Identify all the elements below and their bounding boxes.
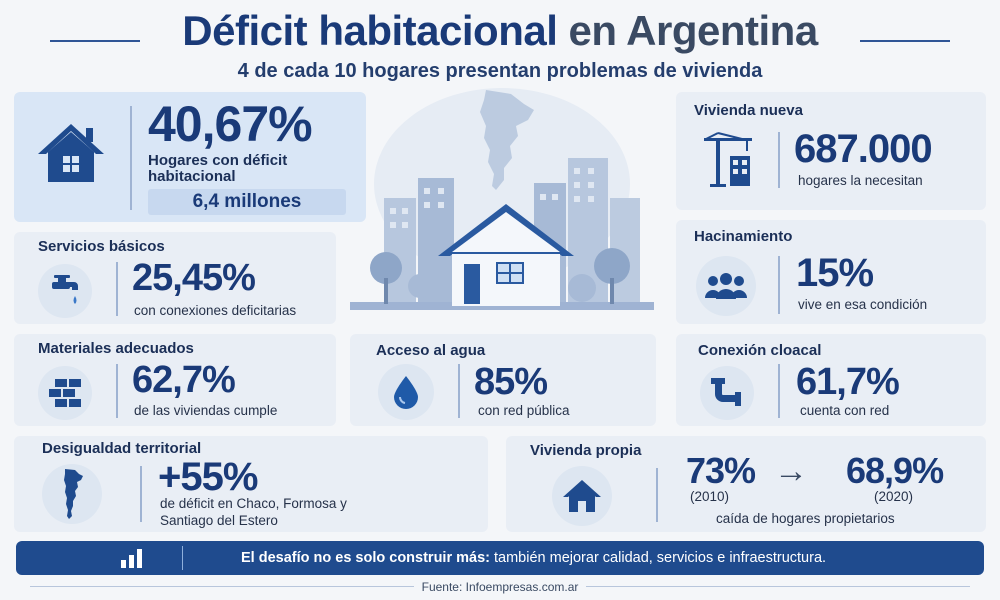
- desigualdad-desc-line1: de déficit en Chaco, Formosa y: [160, 496, 347, 511]
- divider: [458, 364, 460, 418]
- vivienda-propia-title: Vivienda propia: [530, 442, 642, 459]
- pipe-icon: [700, 366, 754, 420]
- cloacal-desc: cuenta con red: [800, 403, 890, 418]
- card-hacinamiento: Hacinamiento 15% vive en esa condición: [676, 220, 986, 324]
- vivienda-nueva-desc: hogares la necesitan: [798, 173, 923, 188]
- propia-year-from: (2010): [690, 489, 730, 504]
- argentina-map-icon: [42, 464, 102, 524]
- crane-icon: [702, 132, 754, 193]
- divider: [778, 256, 780, 314]
- people-icon: [696, 256, 756, 316]
- desigualdad-desc-line2: Santiago del Estero: [160, 513, 278, 528]
- agua-desc: con red pública: [478, 403, 570, 418]
- card-materiales: Materiales adecuados 62,7% de las vivien…: [14, 334, 336, 426]
- millions-value: 6,4 millones: [192, 191, 302, 212]
- hacinamiento-title: Hacinamiento: [694, 228, 793, 245]
- card-vivienda-nueva: Vivienda nueva 687.000 hogares la necesi…: [676, 92, 986, 210]
- card-servicios-basicos: Servicios básicos 25,45% con conexiones …: [14, 232, 336, 324]
- faucet-icon: [38, 264, 92, 318]
- bar-chart-icon: [120, 548, 144, 573]
- deficit-label-line2: habitacional: [148, 168, 236, 185]
- materiales-desc: de las viviendas cumple: [134, 403, 278, 418]
- agua-value: 85%: [474, 361, 548, 403]
- hacinamiento-value: 15%: [796, 251, 874, 295]
- title-rule-right: [860, 40, 950, 42]
- materiales-value: 62,7%: [132, 359, 236, 401]
- divider: [116, 262, 118, 316]
- city-house-illustration: [346, 88, 658, 320]
- water-drop-icon: [378, 364, 434, 420]
- card-vivienda-propia: Vivienda propia 73% (2010) → 68,9% (2020…: [506, 436, 986, 532]
- title-part-2: en Argentina: [568, 7, 819, 54]
- desigualdad-value: +55%: [158, 455, 258, 499]
- vivienda-nueva-title: Vivienda nueva: [694, 102, 803, 119]
- house-icon: [552, 466, 612, 526]
- deficit-value: 40,67%: [148, 96, 313, 152]
- propia-value-from: 73%: [686, 450, 756, 491]
- deficit-label-line1: Hogares con déficit: [148, 152, 288, 169]
- card-deficit: 40,67% Hogares con déficit habitacional …: [14, 92, 366, 222]
- millions-badge: 6,4 millones: [148, 189, 346, 215]
- divider: [778, 364, 780, 418]
- arrow-right-icon: →: [774, 452, 808, 490]
- card-acceso-agua: Acceso al agua 85% con red pública: [350, 334, 656, 426]
- title-part-1: Déficit habitacional: [182, 7, 558, 54]
- card-desigualdad: Desigualdad territorial +55% de déficit …: [14, 436, 488, 532]
- house-icon: [36, 122, 106, 189]
- desigualdad-title: Desigualdad territorial: [42, 440, 202, 457]
- divider: [140, 466, 142, 522]
- materiales-title: Materiales adecuados: [38, 340, 194, 357]
- banner-divider: [182, 546, 183, 570]
- page-subtitle: 4 de cada 10 hogares presentan problemas…: [237, 60, 763, 82]
- hacinamiento-desc: vive en esa condición: [798, 297, 928, 312]
- divider: [778, 132, 780, 188]
- card-conexion-cloacal: Conexión cloacal 61,7% cuenta con red: [676, 334, 986, 426]
- title-rule-left: [50, 40, 140, 42]
- propia-year-to: (2020): [874, 489, 914, 504]
- cloacal-title: Conexión cloacal: [698, 342, 822, 359]
- source-text: Fuente: Infoempresas.com.ar: [0, 580, 1000, 594]
- propia-desc: caída de hogares propietarios: [716, 511, 895, 526]
- divider: [116, 364, 118, 418]
- footer-banner: El desafío no es solo construir más: tam…: [16, 541, 984, 575]
- bricks-icon: [38, 366, 92, 420]
- cloacal-value: 61,7%: [796, 361, 900, 403]
- divider: [130, 106, 132, 210]
- agua-title: Acceso al agua: [376, 342, 486, 359]
- propia-value-to: 68,9%: [846, 450, 944, 491]
- banner-rest: también mejorar calidad, servicios e inf…: [489, 550, 827, 566]
- servicios-value: 25,45%: [132, 257, 256, 299]
- banner-bold: El desafío no es solo construir más:: [241, 550, 490, 566]
- source-label: Fuente: Infoempresas.com.ar: [413, 580, 587, 594]
- servicios-title: Servicios básicos: [38, 238, 165, 255]
- servicios-desc: con conexiones deficitarias: [134, 303, 297, 318]
- page-title: Déficit habitacional en Argentina: [0, 4, 1000, 58]
- vivienda-nueva-value: 687.000: [794, 127, 933, 171]
- divider: [656, 468, 658, 522]
- banner-text: El desafío no es solo construir más: tam…: [241, 550, 826, 566]
